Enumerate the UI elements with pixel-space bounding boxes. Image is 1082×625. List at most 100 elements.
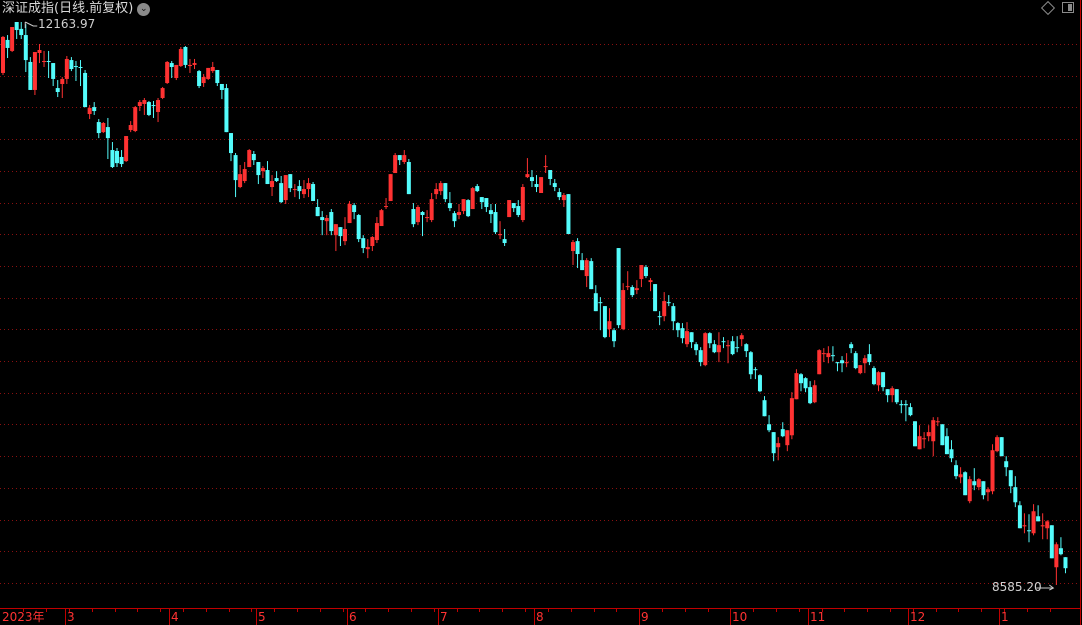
candle-body <box>707 333 712 344</box>
candle-body <box>712 344 717 353</box>
candle-body <box>461 199 466 212</box>
candle-body <box>347 204 352 224</box>
candle-body <box>593 293 598 312</box>
candle-body <box>931 420 936 442</box>
candle-body <box>648 280 653 283</box>
candle-body <box>1 36 5 73</box>
candle-body <box>283 175 288 201</box>
candle-body <box>1004 461 1009 468</box>
candle-body <box>178 49 183 67</box>
candle-body <box>675 323 680 331</box>
x-tick-label: 9 <box>641 610 649 624</box>
x-tick-label: 12 <box>910 610 926 624</box>
candle-body <box>808 387 813 404</box>
candle-body <box>917 436 922 450</box>
candle-body <box>101 122 106 133</box>
candle-body <box>616 248 621 326</box>
candle-body <box>748 352 753 375</box>
x-tick-label: 10 <box>732 610 748 624</box>
candle-body <box>890 388 895 396</box>
candle-body <box>502 239 507 244</box>
candle-body <box>1049 525 1054 559</box>
candle-body <box>739 335 744 340</box>
candle-body <box>721 341 726 343</box>
candle-body <box>479 197 484 203</box>
candle-body <box>233 155 238 181</box>
candle-body <box>1031 511 1036 534</box>
candle-body <box>662 301 667 317</box>
candle-body <box>69 60 74 70</box>
candle-body <box>115 150 119 164</box>
candle-body <box>698 350 703 363</box>
candle-body <box>51 63 56 79</box>
candle-body <box>944 436 949 455</box>
candle-body <box>862 358 867 364</box>
candle-body <box>1008 470 1013 487</box>
candle-body <box>420 212 425 216</box>
candle-body <box>1027 530 1031 532</box>
candle-body <box>60 78 65 84</box>
candle-body <box>639 265 644 280</box>
candle-body <box>110 150 115 168</box>
candle-body <box>466 200 471 217</box>
candle-body <box>470 188 475 210</box>
x-tick-label: 1 <box>1001 610 1009 624</box>
candle-body <box>425 217 430 219</box>
candle-body <box>949 449 954 459</box>
candle-body <box>598 302 603 304</box>
candle-body <box>28 61 33 90</box>
candle-body <box>338 227 343 237</box>
candle-body <box>516 206 521 216</box>
candle-body <box>279 183 284 203</box>
candle-body <box>561 195 566 201</box>
candle-body <box>976 479 981 488</box>
candle-body <box>871 368 876 385</box>
candle-body <box>799 374 803 384</box>
candle-body <box>274 178 279 182</box>
min-price-label: 8585.20 <box>992 580 1042 594</box>
candle-body <box>525 174 530 178</box>
candle-body <box>238 174 243 188</box>
diamond-icon[interactable] <box>1040 0 1056 15</box>
x-tick-label: 8 <box>536 610 544 624</box>
chevron-down-icon[interactable]: ⌄ <box>137 2 151 16</box>
candle-body <box>575 241 580 255</box>
candle-body <box>457 212 461 216</box>
candle-body <box>384 206 389 208</box>
candle-body <box>288 174 293 189</box>
candle-body <box>37 49 42 53</box>
candle-body <box>703 333 708 366</box>
candle-body <box>23 35 28 61</box>
candle-body <box>78 66 83 68</box>
candle-body <box>548 170 553 179</box>
candle-body <box>858 365 863 374</box>
candle-body <box>493 212 498 233</box>
candle-body <box>475 186 480 192</box>
candle-body <box>370 237 375 247</box>
candle-body <box>73 66 78 68</box>
candle-body <box>926 432 931 437</box>
x-tick-label: 6 <box>349 610 357 624</box>
candle-body <box>853 353 858 369</box>
candle-body <box>443 183 448 200</box>
panel-toggle-icon[interactable] <box>1062 2 1074 13</box>
candle-body <box>543 166 548 168</box>
candle-body <box>653 284 658 312</box>
candle-body <box>270 181 275 188</box>
candle-body <box>429 199 434 221</box>
candle-body <box>680 328 685 339</box>
candle-body <box>643 267 648 277</box>
candle-body <box>119 156 124 165</box>
candle-body <box>165 61 170 84</box>
candle-body <box>315 206 320 217</box>
candle-body <box>10 27 15 51</box>
candle-body <box>224 88 229 133</box>
candle-body <box>361 238 366 249</box>
min-arrow-icon <box>1036 584 1055 591</box>
candle-body <box>484 198 489 207</box>
candle-body <box>826 353 831 358</box>
candle-body <box>529 177 534 182</box>
candle-body <box>1054 544 1059 568</box>
